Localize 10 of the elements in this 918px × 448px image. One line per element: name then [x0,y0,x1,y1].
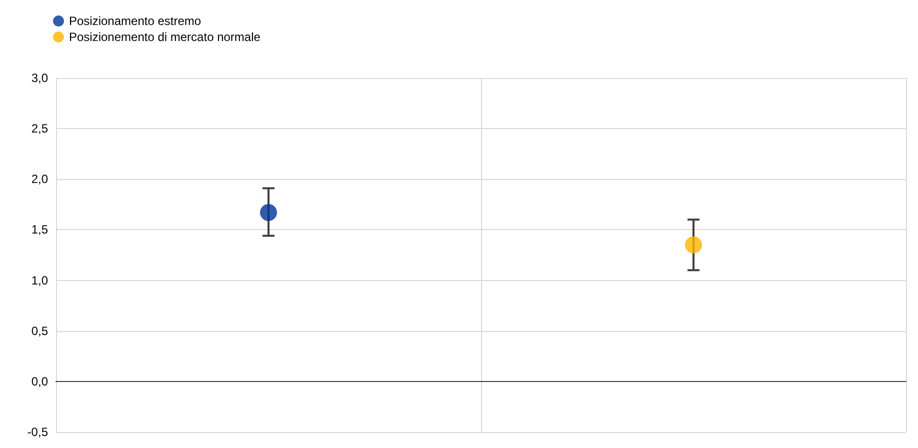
legend-label: Posizionamento estremo [69,14,202,28]
legend-label: Posizionemento di mercato normale [69,30,261,44]
y-tick-label: 2,5 [31,122,48,136]
y-tick-label: 2,0 [31,172,48,186]
y-tick-label: 1,0 [31,273,48,288]
y-tick-label: 1,5 [31,222,48,237]
y-tick-label: 0,5 [31,324,48,338]
y-tick-label: 0,0 [31,374,48,388]
y-tick-label: 3,0 [31,71,48,85]
y-tick-label: -0,5 [27,425,48,439]
